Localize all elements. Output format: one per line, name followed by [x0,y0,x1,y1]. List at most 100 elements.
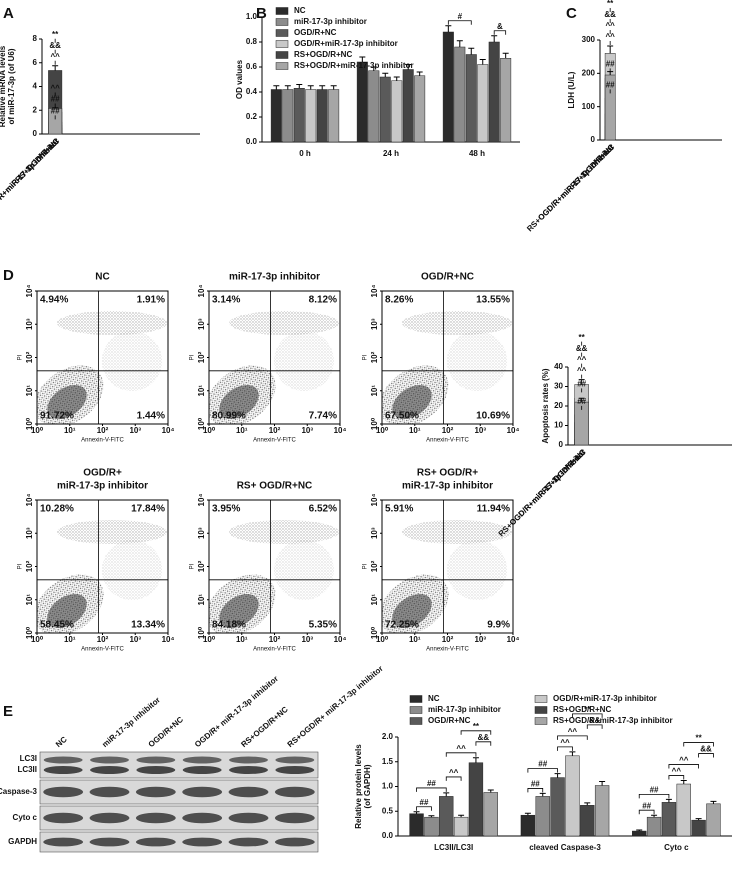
blot-band [182,837,223,847]
significance-bracket [445,752,477,757]
bar [270,89,282,143]
error-bar [416,71,423,76]
error-bar [445,25,452,32]
bar [409,813,424,837]
y-tick-label: 0.6 [246,62,258,71]
significance-label: ## [51,95,60,104]
error-bar [607,45,614,54]
quadrant-percent: 10.69% [476,411,510,422]
y-tick-label: 10² [370,560,379,572]
bar [594,785,610,837]
blot-lane-label: RS+OGD/R+NC [239,705,290,749]
x-tick-label: 10³ [474,426,486,435]
bar [691,819,706,837]
y-axis-label: PI [363,354,369,360]
quadrant-percent: 17.84% [131,504,165,515]
legend-swatch [534,706,548,714]
significance-bracket [445,776,462,781]
significance-label: ## [577,379,586,388]
significance-label: && [604,10,616,19]
x-tick-label: 48 h [469,149,485,158]
x-tick-label: 10⁴ [507,635,520,644]
y-tick-label: 10⁴ [25,494,34,507]
significance-label: ^^ [679,756,689,765]
x-tick-label: 10⁴ [507,426,520,435]
y-tick-label: 10³ [25,527,34,539]
error-bar [284,85,291,90]
panel-label: C [566,5,577,22]
significance-label: ^^ [568,727,578,736]
quadrant-percent: 13.55% [476,295,510,306]
significance-bracket [493,30,507,35]
legend-swatch [534,717,548,725]
y-tick-label: 0.5 [382,806,394,815]
bar [414,75,426,143]
cell-cloud [229,520,339,544]
quadrant-percent: 5.91% [385,504,413,515]
y-tick-label: 8 [33,34,38,43]
bar [550,777,565,837]
bar [706,803,721,837]
bar [632,830,647,837]
cell-cloud [229,311,339,335]
y-tick-label: 10³ [25,318,34,330]
quadrant-percent: 1.44% [137,411,165,422]
plot-title: miR-17-3p inhibitor [57,481,148,492]
cell-cloud-group [382,311,512,424]
legend-label: RS+OGD/R+miR-17-3p inhibitor [294,61,414,70]
y-tick-label: 10⁴ [370,285,379,298]
quadrant-percent: 10.28% [40,504,74,515]
error-bar [554,773,561,778]
y-axis-label: PI [18,563,24,569]
y-axis-label: of miR-17-3p (of U6) [7,48,16,124]
bar [661,802,677,837]
error-bar [393,76,400,81]
error-bar [665,798,672,803]
y-tick-label: 0 [559,440,564,449]
legend-label: miR-17-3p inhibitor [294,17,367,26]
bar [500,58,512,143]
blot-band [136,766,176,774]
cell-cloud [392,384,432,420]
bar [424,816,439,837]
bar [402,69,414,143]
y-tick-label: 2 [33,105,38,114]
bar [328,89,340,143]
y-tick-label: 10⁰ [25,626,34,639]
y-tick-label: 10⁴ [197,494,206,507]
quadrant-percent: 4.94% [40,295,68,306]
y-tick-label: 10⁴ [197,285,206,298]
blot-band [182,812,223,824]
significance-label: ^^ [50,52,60,61]
x-tick-label: 10³ [474,635,486,644]
significance-label: ^^ [577,366,587,375]
y-tick-label: 10¹ [197,385,206,397]
cell-cloud [219,384,259,420]
y-tick-label: 200 [582,68,596,77]
x-axis-label: Annexin-V-FITC [426,438,469,444]
blot-band [182,786,223,798]
cell-cloud-group [37,311,167,424]
cell-cloud [274,540,334,600]
significance-bracket [586,724,603,729]
x-tick-label: 10¹ [409,635,421,644]
y-tick-label: 300 [582,35,596,44]
blot-band [43,756,83,764]
blot-band [89,837,130,847]
bar [379,76,391,143]
quadrant-percent: 58.45% [40,620,74,631]
x-tick-label: 10⁰ [376,426,389,435]
legend-swatch [275,40,289,48]
blot-strip [39,805,319,831]
bar [368,70,380,143]
error-bar [52,65,59,71]
blot-band [182,766,222,774]
bar [646,816,662,837]
significance-label: ** [579,333,586,342]
legend-swatch [409,717,423,725]
y-tick-label: 10² [25,351,34,363]
cell-cloud-group [37,520,167,633]
blot-lane-label: OGD/R+NC [147,715,185,749]
significance-bracket [572,713,603,718]
x-tick-label: 10² [442,426,454,435]
